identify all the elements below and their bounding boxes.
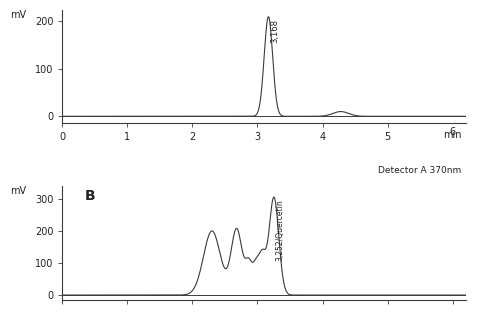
Text: 6: 6 xyxy=(450,127,456,137)
Text: 3,168: 3,168 xyxy=(270,19,279,43)
Text: mV: mV xyxy=(10,10,26,19)
Text: Detector A 370nm: Detector A 370nm xyxy=(378,166,462,174)
Text: 3,252/Quercetin: 3,252/Quercetin xyxy=(276,199,285,261)
Text: min: min xyxy=(444,130,462,140)
Text: mV: mV xyxy=(10,186,26,196)
Text: B: B xyxy=(84,189,95,204)
